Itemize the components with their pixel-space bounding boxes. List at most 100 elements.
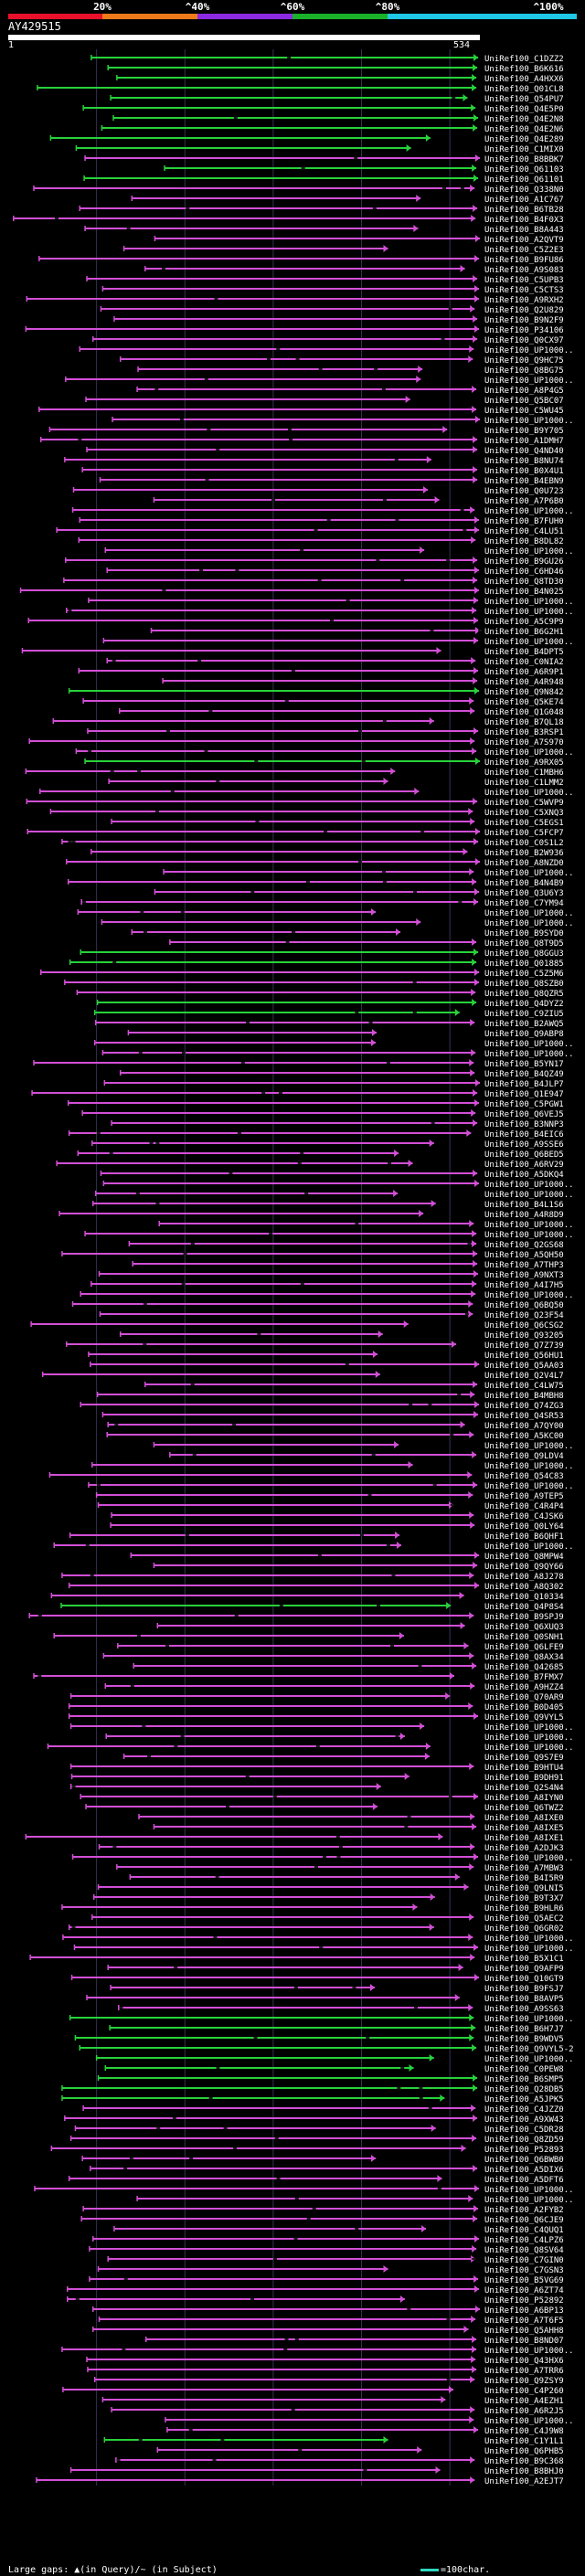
hit-label[interactable]: UniRef100_A7S970 [484, 738, 564, 747]
hit-label[interactable]: UniRef100_C1MBH6 [484, 769, 564, 778]
hit-label[interactable]: UniRef100_P34106 [484, 326, 564, 335]
hit-label[interactable]: UniRef100_UP1000.. [484, 2347, 574, 2356]
hit-label[interactable]: UniRef100_B9WDV5 [484, 2035, 564, 2044]
hit-label[interactable]: UniRef100_A6RV29 [484, 1161, 564, 1170]
hit-label[interactable]: UniRef100_Q8SZB0 [484, 980, 564, 989]
hit-label[interactable]: UniRef100_B4MBH8 [484, 1392, 564, 1401]
hit-label[interactable]: UniRef100_C5WU45 [484, 407, 564, 416]
hit-label[interactable]: UniRef100_Q4E289 [484, 135, 564, 144]
hit-label[interactable]: UniRef100_UP1000.. [484, 2015, 574, 2024]
hit-label[interactable]: UniRef100_C7GIN0 [484, 2256, 564, 2265]
hit-label[interactable]: UniRef100_Q6VEJ5 [484, 1110, 564, 1119]
hit-label[interactable]: UniRef100_UP1000.. [484, 2417, 574, 2426]
hit-label[interactable]: UniRef100_A9HZZ4 [484, 1683, 564, 1692]
hit-label[interactable]: UniRef100_B2W936 [484, 849, 564, 858]
hit-label[interactable]: UniRef100_UP1000.. [484, 1231, 574, 1240]
hit-label[interactable]: UniRef100_B9SYD0 [484, 929, 564, 938]
hit-label[interactable]: UniRef100_C4LW75 [484, 1382, 564, 1391]
hit-label[interactable]: UniRef100_Q28DB5 [484, 2085, 564, 2094]
hit-label[interactable]: UniRef100_B9DH91 [484, 1774, 564, 1783]
hit-label[interactable]: UniRef100_Q9ABP8 [484, 1030, 564, 1039]
hit-label[interactable]: UniRef100_C1Y1L1 [484, 2437, 564, 2446]
hit-label[interactable]: UniRef100_B9Y705 [484, 427, 564, 436]
hit-label[interactable]: UniRef100_B9T3X7 [484, 1894, 564, 1903]
hit-label[interactable]: UniRef100_Q2GS68 [484, 1241, 564, 1250]
hit-label[interactable]: UniRef100_Q6BWB0 [484, 2156, 564, 2165]
hit-label[interactable]: UniRef100_B8ND07 [484, 2337, 564, 2346]
hit-label[interactable]: UniRef100_UP1000.. [484, 507, 574, 516]
hit-label[interactable]: UniRef100_A8P4G5 [484, 387, 564, 396]
hit-label[interactable]: UniRef100_Q338N0 [484, 186, 564, 195]
hit-label[interactable]: UniRef100_Q6TWZ2 [484, 1804, 564, 1813]
hit-label[interactable]: UniRef100_B4N025 [484, 588, 564, 597]
hit-label[interactable]: UniRef100_A7TRR6 [484, 2367, 564, 2376]
hit-label[interactable]: UniRef100_C5FCP7 [484, 829, 564, 838]
hit-label[interactable]: UniRef100_UP1000.. [484, 919, 574, 928]
hit-label[interactable]: UniRef100_A6R2J5 [484, 2407, 564, 2416]
hit-label[interactable]: UniRef100_B9FSJ7 [484, 1985, 564, 1994]
hit-label[interactable]: UniRef100_Q0U723 [484, 487, 564, 496]
hit-label[interactable]: UniRef100_Q6CSG2 [484, 1321, 564, 1330]
hit-label[interactable]: UniRef100_UP1000.. [484, 346, 574, 355]
hit-label[interactable]: UniRef100_C4JSK6 [484, 1512, 564, 1521]
hit-label[interactable]: UniRef100_B9N2F9 [484, 316, 564, 325]
hit-label[interactable]: UniRef100_Q9LDV4 [484, 1452, 564, 1461]
hit-label[interactable]: UniRef100_B6K616 [484, 65, 564, 74]
hit-label[interactable]: UniRef100_B8BBK7 [484, 155, 564, 164]
hit-label[interactable]: UniRef100_Q2V4L7 [484, 1372, 564, 1381]
hit-label[interactable]: UniRef100_A5QH50 [484, 1251, 564, 1260]
hit-label[interactable]: UniRef100_A2EJT7 [484, 2477, 564, 2486]
hit-label[interactable]: UniRef100_A8Q302 [484, 1583, 564, 1592]
hit-label[interactable]: UniRef100_UP1000.. [484, 1935, 574, 1944]
hit-label[interactable]: UniRef100_UP1000.. [484, 608, 574, 617]
hit-label[interactable]: UniRef100_Q8BG75 [484, 366, 564, 376]
hit-label[interactable]: UniRef100_UP1000.. [484, 1542, 574, 1552]
hit-label[interactable]: UniRef100_A6ZT74 [484, 2286, 564, 2295]
hit-label[interactable]: UniRef100_UP1000.. [484, 638, 574, 647]
hit-label[interactable]: UniRef100_UP1000.. [484, 1050, 574, 1059]
hit-label[interactable]: UniRef100_C1LMM2 [484, 779, 564, 788]
hit-label[interactable]: UniRef100_UP1000.. [484, 1744, 574, 1753]
hit-label[interactable]: UniRef100_Q6BQ50 [484, 1301, 564, 1310]
hit-label[interactable]: UniRef100_B6SMP5 [484, 2075, 564, 2084]
hit-label[interactable]: UniRef100_C4R4P4 [484, 1502, 564, 1511]
hit-label[interactable]: UniRef100_Q9LNI5 [484, 1884, 564, 1893]
hit-label[interactable]: UniRef100_A1DMH7 [484, 437, 564, 446]
hit-label[interactable]: UniRef100_C9ZIU5 [484, 1010, 564, 1019]
hit-label[interactable]: UniRef100_P52893 [484, 2146, 564, 2155]
hit-label[interactable]: UniRef100_A7T6F5 [484, 2316, 564, 2326]
hit-label[interactable]: UniRef100_Q5AEC2 [484, 1914, 564, 1924]
hit-label[interactable]: UniRef100_UP1000.. [484, 1181, 574, 1190]
hit-label[interactable]: UniRef100_B8DL82 [484, 537, 564, 546]
hit-label[interactable]: UniRef100_Q8AX34 [484, 1653, 564, 1662]
hit-label[interactable]: UniRef100_UP1000.. [484, 1945, 574, 1954]
hit-label[interactable]: UniRef100_Q5KE74 [484, 698, 564, 707]
hit-label[interactable]: UniRef100_C1MIX0 [484, 145, 564, 154]
hit-label[interactable]: UniRef100_A2QVT9 [484, 236, 564, 245]
hit-label[interactable]: UniRef100_UP1000.. [484, 1291, 574, 1300]
hit-label[interactable]: UniRef100_Q4E2N8 [484, 115, 564, 124]
hit-label[interactable]: UniRef100_A9RXH2 [484, 296, 564, 305]
hit-label[interactable]: UniRef100_B6TB28 [484, 206, 564, 215]
hit-label[interactable]: UniRef100_Q6XUQ3 [484, 1623, 564, 1632]
hit-label[interactable]: UniRef100_Q70AR9 [484, 1693, 564, 1702]
hit-label[interactable]: UniRef100_A7QY00 [484, 1422, 564, 1431]
hit-label[interactable]: UniRef100_UP1000.. [484, 376, 574, 386]
hit-label[interactable]: UniRef100_A2FYB2 [484, 2206, 564, 2215]
hit-label[interactable]: UniRef100_C0NIA2 [484, 658, 564, 667]
hit-label[interactable]: UniRef100_C5EGS1 [484, 819, 564, 828]
hit-label[interactable]: UniRef100_UP1000.. [484, 1442, 574, 1451]
hit-label[interactable]: UniRef100_C5Z2E3 [484, 246, 564, 255]
hit-label[interactable]: UniRef100_Q4E2N6 [484, 125, 564, 134]
hit-label[interactable]: UniRef100_B6QHF1 [484, 1532, 564, 1542]
hit-label[interactable]: UniRef100_Q10GT9 [484, 1975, 564, 1984]
hit-label[interactable]: UniRef100_Q01885 [484, 959, 564, 969]
hit-label[interactable]: UniRef100_B3NNP3 [484, 1120, 564, 1129]
hit-label[interactable]: UniRef100_B9SPJ9 [484, 1613, 564, 1622]
hit-label[interactable]: UniRef100_B9HLR6 [484, 1904, 564, 1913]
hit-label[interactable]: UniRef100_A5KC00 [484, 1432, 564, 1441]
hit-label[interactable]: UniRef100_B7FUH0 [484, 517, 564, 526]
hit-label[interactable]: UniRef100_A9S083 [484, 266, 564, 275]
hit-label[interactable]: UniRef100_Q3U6Y3 [484, 889, 564, 898]
hit-label[interactable]: UniRef100_B9FU86 [484, 256, 564, 265]
